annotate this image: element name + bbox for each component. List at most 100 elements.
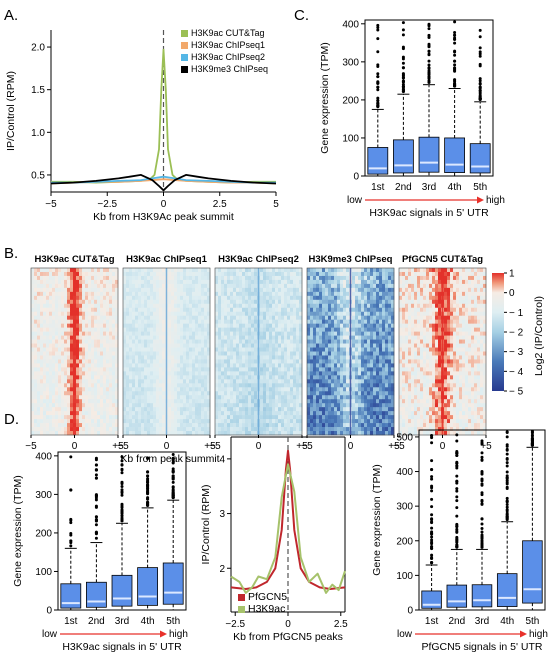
heat-cell xyxy=(272,332,275,336)
heat-cell xyxy=(129,352,132,356)
heat-cell xyxy=(227,407,230,411)
heat-cell xyxy=(183,276,186,280)
heat-cell xyxy=(275,431,278,435)
heat-cell xyxy=(367,276,370,280)
heat-cell xyxy=(189,395,192,399)
heat-cell xyxy=(361,344,364,348)
heat-cell xyxy=(34,348,37,352)
heat-cell xyxy=(162,340,165,344)
heat-cell xyxy=(352,379,355,383)
heat-cell xyxy=(382,284,385,288)
heat-cell xyxy=(227,423,230,427)
heat-cell xyxy=(352,308,355,312)
heat-cell xyxy=(284,272,287,276)
heat-cell xyxy=(388,284,391,288)
heat-cell xyxy=(201,399,204,403)
heat-cell xyxy=(180,268,183,272)
heat-cell xyxy=(138,419,141,423)
heat-cell xyxy=(82,371,85,375)
heat-cell xyxy=(174,419,177,423)
heat-cell xyxy=(88,320,91,324)
heat-cell xyxy=(129,332,132,336)
heat-cell xyxy=(129,375,132,379)
heat-cell xyxy=(91,352,94,356)
heat-cell xyxy=(322,411,325,415)
heat-cell xyxy=(272,348,275,352)
heat-cell xyxy=(281,403,284,407)
heat-cell xyxy=(79,367,82,371)
heat-cell xyxy=(37,272,40,276)
heat-cell xyxy=(49,383,52,387)
heat-cell xyxy=(150,352,153,356)
heat-cell xyxy=(319,363,322,367)
heat-cell xyxy=(144,324,147,328)
heat-cell xyxy=(251,427,254,431)
heat-cell xyxy=(263,292,266,296)
heat-cell xyxy=(40,316,43,320)
heat-cell xyxy=(138,407,141,411)
heat-cell xyxy=(313,391,316,395)
heat-cell xyxy=(156,340,159,344)
heat-cell xyxy=(201,284,204,288)
heat-cell xyxy=(147,332,150,336)
heatmap-title: H3K9me3 ChIPseq xyxy=(309,254,393,265)
heat-cell xyxy=(385,280,388,284)
heat-cell xyxy=(325,375,328,379)
heat-cell xyxy=(215,300,218,304)
heat-cell xyxy=(91,332,94,336)
heat-cell xyxy=(370,363,373,367)
heat-cell xyxy=(227,312,230,316)
heat-cell xyxy=(221,375,224,379)
heat-cell xyxy=(370,308,373,312)
heat-cell xyxy=(358,363,361,367)
heat-cell xyxy=(352,268,355,272)
heat-cell xyxy=(361,391,364,395)
heat-cell xyxy=(174,359,177,363)
heat-cell xyxy=(358,272,361,276)
heat-cell xyxy=(201,324,204,328)
heat-cell xyxy=(242,359,245,363)
heat-cell xyxy=(284,292,287,296)
heat-cell xyxy=(183,288,186,292)
heat-cell xyxy=(156,268,159,272)
heat-cell xyxy=(245,348,248,352)
heat-cell xyxy=(221,423,224,427)
heat-cell xyxy=(218,344,221,348)
heat-cell xyxy=(319,312,322,316)
heat-cell xyxy=(233,431,236,435)
heat-cell xyxy=(233,316,236,320)
heat-cell xyxy=(331,340,334,344)
heat-cell xyxy=(224,280,227,284)
heat-cell xyxy=(82,316,85,320)
heat-cell xyxy=(340,344,343,348)
heat-cell xyxy=(376,312,379,316)
heat-cell xyxy=(287,352,290,356)
heat-cell xyxy=(361,304,364,308)
heat-cell xyxy=(376,403,379,407)
heat-cell xyxy=(94,332,97,336)
heat-cell xyxy=(126,328,129,332)
heat-cell xyxy=(103,367,106,371)
heat-cell xyxy=(242,415,245,419)
heat-cell xyxy=(340,296,343,300)
heat-cell xyxy=(177,387,180,391)
heat-cell xyxy=(358,344,361,348)
heat-cell xyxy=(275,352,278,356)
heat-cell xyxy=(192,344,195,348)
outlier-point xyxy=(453,20,456,23)
heat-cell xyxy=(290,407,293,411)
heat-cell xyxy=(37,363,40,367)
heat-cell xyxy=(103,316,106,320)
heat-cell xyxy=(266,367,269,371)
heat-cell xyxy=(233,280,236,284)
heat-cell xyxy=(358,296,361,300)
heat-cell xyxy=(76,355,79,359)
heat-cell xyxy=(180,296,183,300)
heat-cell xyxy=(388,371,391,375)
heat-cell xyxy=(367,363,370,367)
heat-cell xyxy=(49,395,52,399)
heat-cell xyxy=(230,272,233,276)
heat-cell xyxy=(126,383,129,387)
heat-cell xyxy=(334,411,337,415)
heat-cell xyxy=(242,280,245,284)
